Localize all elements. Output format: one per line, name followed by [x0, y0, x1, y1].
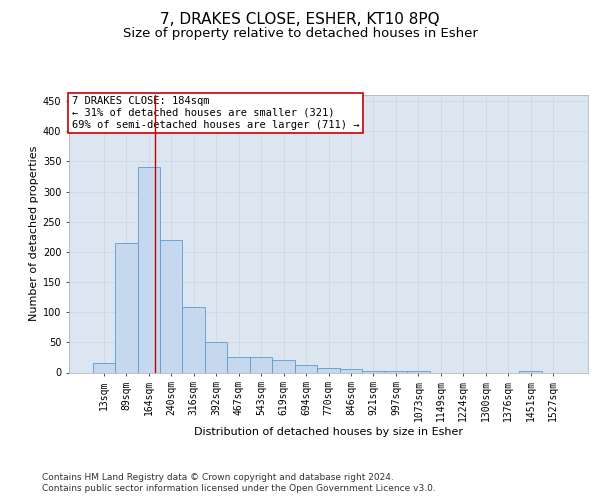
Y-axis label: Number of detached properties: Number of detached properties: [29, 146, 38, 322]
Bar: [227, 358, 250, 372]
Bar: [317, 368, 340, 372]
Bar: [137, 168, 160, 372]
Bar: [272, 360, 295, 372]
Bar: [160, 240, 182, 372]
Text: 7, DRAKES CLOSE, ESHER, KT10 8PQ: 7, DRAKES CLOSE, ESHER, KT10 8PQ: [160, 12, 440, 28]
Text: Size of property relative to detached houses in Esher: Size of property relative to detached ho…: [122, 28, 478, 40]
Bar: [340, 370, 362, 372]
Text: Contains HM Land Registry data © Crown copyright and database right 2024.: Contains HM Land Registry data © Crown c…: [42, 472, 394, 482]
Bar: [182, 308, 205, 372]
Bar: [115, 243, 137, 372]
Text: 7 DRAKES CLOSE: 184sqm
← 31% of detached houses are smaller (321)
69% of semi-de: 7 DRAKES CLOSE: 184sqm ← 31% of detached…: [71, 96, 359, 130]
Bar: [295, 366, 317, 372]
X-axis label: Distribution of detached houses by size in Esher: Distribution of detached houses by size …: [194, 427, 463, 437]
Bar: [205, 342, 227, 372]
Bar: [250, 358, 272, 372]
Bar: [92, 364, 115, 372]
Text: Contains public sector information licensed under the Open Government Licence v3: Contains public sector information licen…: [42, 484, 436, 493]
